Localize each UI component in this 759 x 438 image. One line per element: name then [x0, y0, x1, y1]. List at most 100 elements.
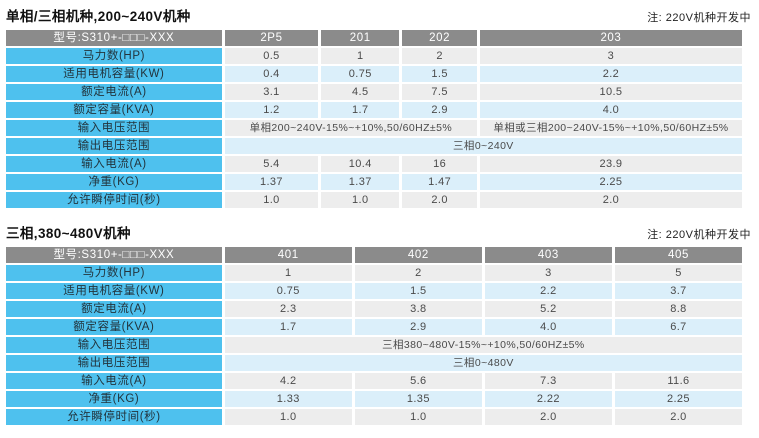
spec-value-cell: 1.37: [321, 174, 400, 190]
row-label: 输入电压范围: [6, 120, 222, 136]
spec-value-cell: 10.5: [479, 84, 742, 100]
row-label: 额定容量(KVA): [6, 102, 222, 118]
spec-row: 马力数(HP) 0.5 1 2 3: [6, 48, 742, 64]
spec-row: 输入电流(A) 4.2 5.6 7.3 11.6: [6, 373, 742, 389]
spec-value-cell: 1.37: [224, 174, 319, 190]
model-column-header: 403: [484, 247, 612, 263]
spec-value-cell: 1: [224, 265, 352, 281]
spec-table-200-240v: 型号:S310+-□□□-XXX 2P5 201 202 203 马力数(HP) 0.5…: [3, 28, 745, 210]
spec-value-cell: 1.33: [224, 391, 352, 407]
row-label: 净重(KG): [6, 174, 222, 190]
spec-value-cell: 2.9: [402, 102, 477, 118]
model-number-header: 型号:S310+-□□□-XXX: [6, 247, 222, 263]
row-label: 马力数(HP): [6, 265, 222, 281]
spec-row: 允许瞬停时间(秒) 1.0 1.0 2.0 2.0: [6, 192, 742, 208]
spec-row: 额定容量(KVA) 1.7 2.9 4.0 6.7: [6, 319, 742, 335]
model-column-header: 202: [402, 30, 477, 46]
spec-value-cell: 1: [321, 48, 400, 64]
row-label: 额定电流(A): [6, 301, 222, 317]
spec-value-cell: 1.0: [224, 409, 352, 425]
row-label: 输出电压范围: [6, 138, 222, 154]
row-label: 允许瞬停时间(秒): [6, 192, 222, 208]
row-label: 额定容量(KVA): [6, 319, 222, 335]
spec-row: 适用电机容量(KW) 0.75 1.5 2.2 3.7: [6, 283, 742, 299]
spec-value-cell: 2.0: [614, 409, 742, 425]
spec-row: 额定容量(KVA) 1.2 1.7 2.9 4.0: [6, 102, 742, 118]
spec-section-200-240v: 单相/三相机种,200~240V机种 注: 220V机种开发中 型号:S310+…: [6, 3, 752, 210]
section-header: 三相,380~480V机种 注: 220V机种开发中: [6, 220, 752, 245]
section-title: 三相,380~480V机种: [6, 226, 131, 241]
spec-value-cell: 2.25: [614, 391, 742, 407]
spec-value-cell: 1.7: [224, 319, 352, 335]
spec-value-cell: 23.9: [479, 156, 742, 172]
spec-value-cell: 4.0: [479, 102, 742, 118]
spec-value-cell: 8.8: [614, 301, 742, 317]
section-header: 单相/三相机种,200~240V机种 注: 220V机种开发中: [6, 3, 752, 28]
spec-value-cell: 3: [484, 265, 612, 281]
row-label: 输入电压范围: [6, 337, 222, 353]
row-label: 输入电流(A): [6, 156, 222, 172]
spec-value-cell: 1.2: [224, 102, 319, 118]
spec-row: 允许瞬停时间(秒) 1.0 1.0 2.0 2.0: [6, 409, 742, 425]
row-label: 适用电机容量(KW): [6, 66, 222, 82]
spec-row: 净重(KG) 1.33 1.35 2.22 2.25: [6, 391, 742, 407]
spec-value-cell: 11.6: [614, 373, 742, 389]
spec-value-cell: 3.1: [224, 84, 319, 100]
spec-row: 适用电机容量(KW) 0.4 0.75 1.5 2.2: [6, 66, 742, 82]
spec-row: 马力数(HP) 1 2 3 5: [6, 265, 742, 281]
row-label: 净重(KG): [6, 391, 222, 407]
spec-value-cell: 1.5: [402, 66, 477, 82]
spec-value-cell: 4.2: [224, 373, 352, 389]
model-number-header: 型号:S310+-□□□-XXX: [6, 30, 222, 46]
spec-section-380-480v: 三相,380~480V机种 注: 220V机种开发中 型号:S310+-□□□-…: [6, 220, 752, 427]
spec-value-cell: 2.0: [484, 409, 612, 425]
spec-value-cell: 2: [402, 48, 477, 64]
section-title: 单相/三相机种,200~240V机种: [6, 9, 191, 24]
spec-value-cell: 5: [614, 265, 742, 281]
spec-value-cell: 2.0: [479, 192, 742, 208]
row-label: 马力数(HP): [6, 48, 222, 64]
spec-value-cell: 3.8: [354, 301, 482, 317]
spec-value-cell: 0.5: [224, 48, 319, 64]
spec-row: 输入电压范围 单相200~240V-15%~+10%,50/60HZ±5% 单相或三…: [6, 120, 742, 136]
model-column-header: 402: [354, 247, 482, 263]
spec-value-cell: 3.7: [614, 283, 742, 299]
spec-span-cell: 单相200~240V-15%~+10%,50/60HZ±5%: [224, 120, 477, 136]
spec-value-cell: 1.47: [402, 174, 477, 190]
spec-span-cell: 三相380~480V-15%~+10%,50/60HZ±5%: [224, 337, 742, 353]
spec-value-cell: 2: [354, 265, 482, 281]
spec-row: 净重(KG) 1.37 1.37 1.47 2.25: [6, 174, 742, 190]
development-note: 注: 220V机种开发中: [647, 229, 751, 241]
spec-value-cell: 2.2: [484, 283, 612, 299]
row-label: 输出电压范围: [6, 355, 222, 371]
model-header-row: 型号:S310+-□□□-XXX 401 402 403 405: [6, 247, 742, 263]
spec-value-cell: 7.3: [484, 373, 612, 389]
spec-value-cell: 1.35: [354, 391, 482, 407]
spec-value-cell: 5.2: [484, 301, 612, 317]
model-column-header: 401: [224, 247, 352, 263]
spec-row: 输出电压范围 三相0~240V: [6, 138, 742, 154]
spec-value-cell: 2.0: [402, 192, 477, 208]
model-column-header: 2P5: [224, 30, 319, 46]
spec-value-cell: 5.6: [354, 373, 482, 389]
spec-value-cell: 5.4: [224, 156, 319, 172]
spec-span-cell: 单相或三相200~240V-15%~+10%,50/60HZ±5%: [479, 120, 742, 136]
spec-value-cell: 2.3: [224, 301, 352, 317]
spec-value-cell: 1.0: [321, 192, 400, 208]
spec-sheet-page: 单相/三相机种,200~240V机种 注: 220V机种开发中 型号:S310+…: [6, 3, 752, 427]
model-column-header: 203: [479, 30, 742, 46]
spec-value-cell: 1.5: [354, 283, 482, 299]
row-label: 额定电流(A): [6, 84, 222, 100]
spec-row: 输出电压范围 三相0~480V: [6, 355, 742, 371]
spec-value-cell: 2.22: [484, 391, 612, 407]
row-label: 输入电流(A): [6, 373, 222, 389]
spec-span-cell: 三相0~480V: [224, 355, 742, 371]
spec-value-cell: 1.7: [321, 102, 400, 118]
spec-value-cell: 6.7: [614, 319, 742, 335]
row-label: 适用电机容量(KW): [6, 283, 222, 299]
spec-value-cell: 4.5: [321, 84, 400, 100]
spec-value-cell: 3: [479, 48, 742, 64]
row-label: 允许瞬停时间(秒): [6, 409, 222, 425]
spec-value-cell: 0.4: [224, 66, 319, 82]
spec-value-cell: 1.0: [224, 192, 319, 208]
